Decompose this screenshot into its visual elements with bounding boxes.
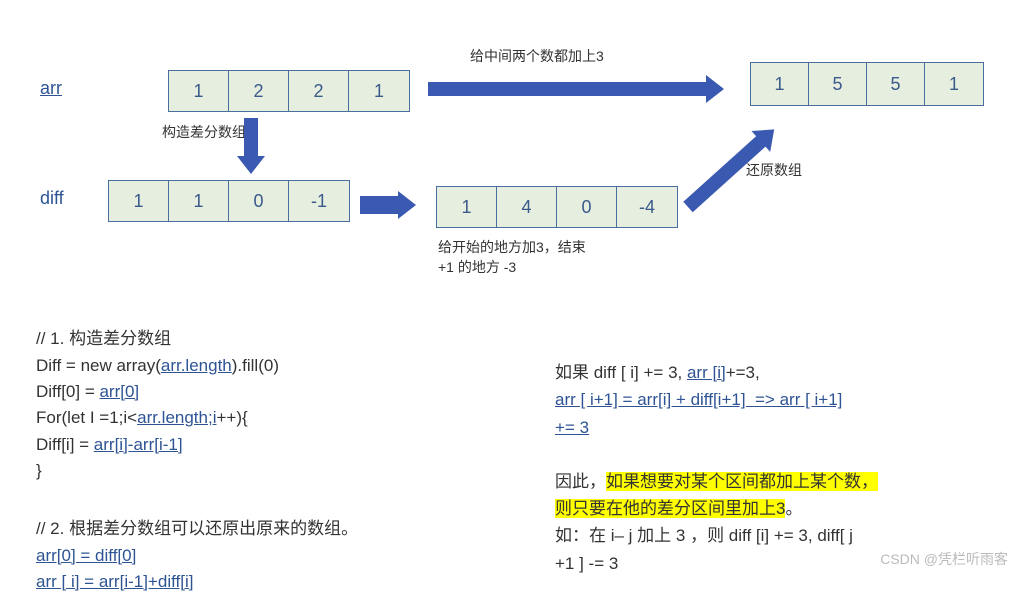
array-cell: 4 xyxy=(497,187,557,227)
ann-bottom: 给开始的地方加3，结束 +1 的地方 -3 xyxy=(438,238,586,277)
array-cell: 0 xyxy=(229,181,289,221)
ann-construct: 构造差分数组 xyxy=(162,122,246,142)
array-cell: 2 xyxy=(229,71,289,111)
array-cell: 2 xyxy=(289,71,349,111)
arrow-down xyxy=(244,118,258,158)
ann-top: 给中间两个数都加上3 xyxy=(470,46,604,66)
array-cell: 1 xyxy=(349,71,409,111)
explain-right: 如果 diff [ i] += 3, arr [i]+=3, arr [ i+1… xyxy=(555,332,985,577)
ann-restore: 还原数组 xyxy=(746,160,802,180)
diff-array-2: 140-4 xyxy=(436,186,678,228)
array-cell: 5 xyxy=(809,63,867,105)
array-cell: 1 xyxy=(437,187,497,227)
diff-label: diff xyxy=(40,188,64,209)
array-cell: 1 xyxy=(109,181,169,221)
array-cell: -1 xyxy=(289,181,349,221)
arrow-mid xyxy=(360,196,400,214)
array-cell: 1 xyxy=(925,63,983,105)
arr-label: arr xyxy=(40,78,62,99)
array-cell: -4 xyxy=(617,187,677,227)
code-restore: // 2. 根据差分数组可以还原出原来的数组。 arr[0] = diff[0]… xyxy=(36,490,358,595)
array-cell: 1 xyxy=(751,63,809,105)
arr-array: 1221 xyxy=(168,70,410,112)
watermark: CSDN @凭栏听雨客 xyxy=(880,549,1008,569)
code-construct: // 1. 构造差分数组 Diff = new array(arr.length… xyxy=(36,300,279,484)
arrow-top xyxy=(428,82,708,96)
result-array: 1551 xyxy=(750,62,984,106)
array-cell: 0 xyxy=(557,187,617,227)
array-cell: 1 xyxy=(169,181,229,221)
array-cell: 5 xyxy=(867,63,925,105)
array-cell: 1 xyxy=(169,71,229,111)
diff-array-1: 110-1 xyxy=(108,180,350,222)
